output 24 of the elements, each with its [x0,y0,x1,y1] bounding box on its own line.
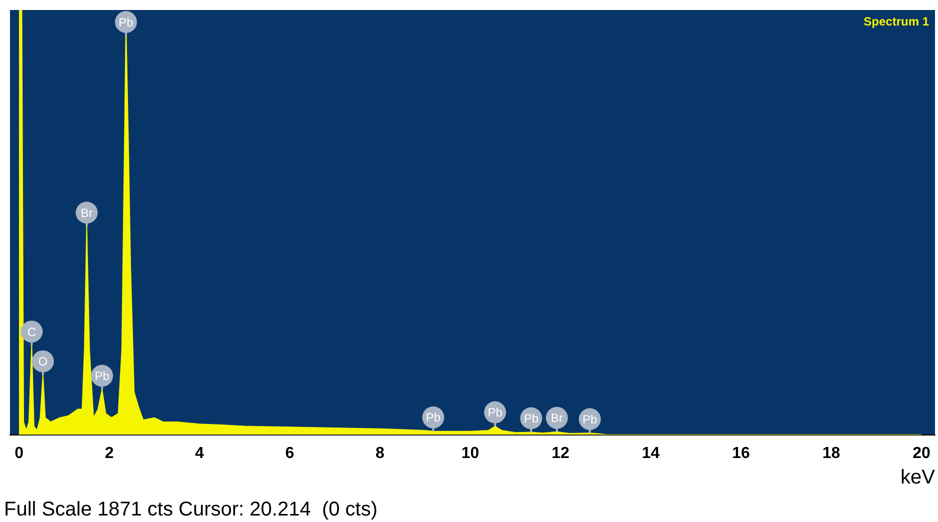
x-tick-label: 20 [912,444,930,462]
x-tick-label: 14 [642,444,660,462]
x-tick-label: 0 [14,444,24,462]
annotation: Pb [524,412,539,426]
x-tick-label: 18 [822,444,840,462]
x-axis-title: keV [900,466,936,489]
x-tick-label: 2 [104,444,114,462]
annotation: O [38,354,48,369]
annotation: Br [550,411,563,426]
x-tick-label: 10 [461,444,480,462]
annotation: Pb [118,15,134,30]
annotation: C [27,324,36,339]
annotation: Pb [488,406,503,420]
annotation: Pb [426,410,441,425]
text: Full Scale 1871 cts Cursor: 20.214 (0 cts) [4,498,378,521]
x-tick-label: 6 [285,444,294,462]
annotation: Pb [94,369,110,384]
x-tick-label: 12 [552,444,570,462]
x-tick-label: 8 [376,444,385,462]
x-tick-label: 16 [732,444,750,462]
annotation: Pb [582,412,598,426]
text: Spectrum 1 [864,14,930,28]
annotation: Br [80,206,93,220]
x-tick-label: 4 [195,444,204,462]
